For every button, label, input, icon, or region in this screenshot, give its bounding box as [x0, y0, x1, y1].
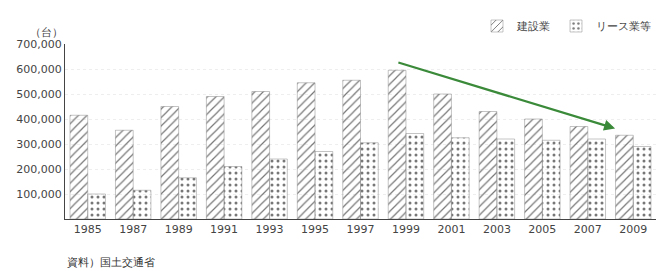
svg-text:資料）国土交通省: 資料）国土交通省	[67, 256, 155, 269]
svg-text:400,000: 400,000	[16, 113, 62, 126]
svg-text:500,000: 500,000	[16, 88, 62, 101]
svg-text:1989: 1989	[165, 223, 193, 236]
svg-text:1997: 1997	[347, 223, 375, 236]
svg-text:100,000: 100,000	[16, 188, 62, 201]
svg-text:1993: 1993	[256, 223, 284, 236]
svg-text:2009: 2009	[619, 223, 647, 236]
svg-text:200,000: 200,000	[16, 163, 62, 176]
svg-text:1991: 1991	[210, 223, 238, 236]
svg-text:（台）: （台）	[30, 26, 63, 39]
svg-text:リース業等: リース業等	[596, 20, 651, 33]
svg-text:600,000: 600,000	[16, 63, 62, 76]
svg-text:2005: 2005	[528, 223, 556, 236]
svg-text:2007: 2007	[574, 223, 602, 236]
svg-text:1999: 1999	[392, 223, 420, 236]
svg-text:2001: 2001	[437, 223, 465, 236]
svg-text:1985: 1985	[74, 223, 102, 236]
svg-text:1987: 1987	[119, 223, 147, 236]
svg-text:1995: 1995	[301, 223, 329, 236]
svg-text:建設業: 建設業	[516, 20, 550, 33]
svg-text:2003: 2003	[483, 223, 511, 236]
svg-text:300,000: 300,000	[16, 138, 62, 151]
svg-text:700,000: 700,000	[16, 38, 62, 51]
